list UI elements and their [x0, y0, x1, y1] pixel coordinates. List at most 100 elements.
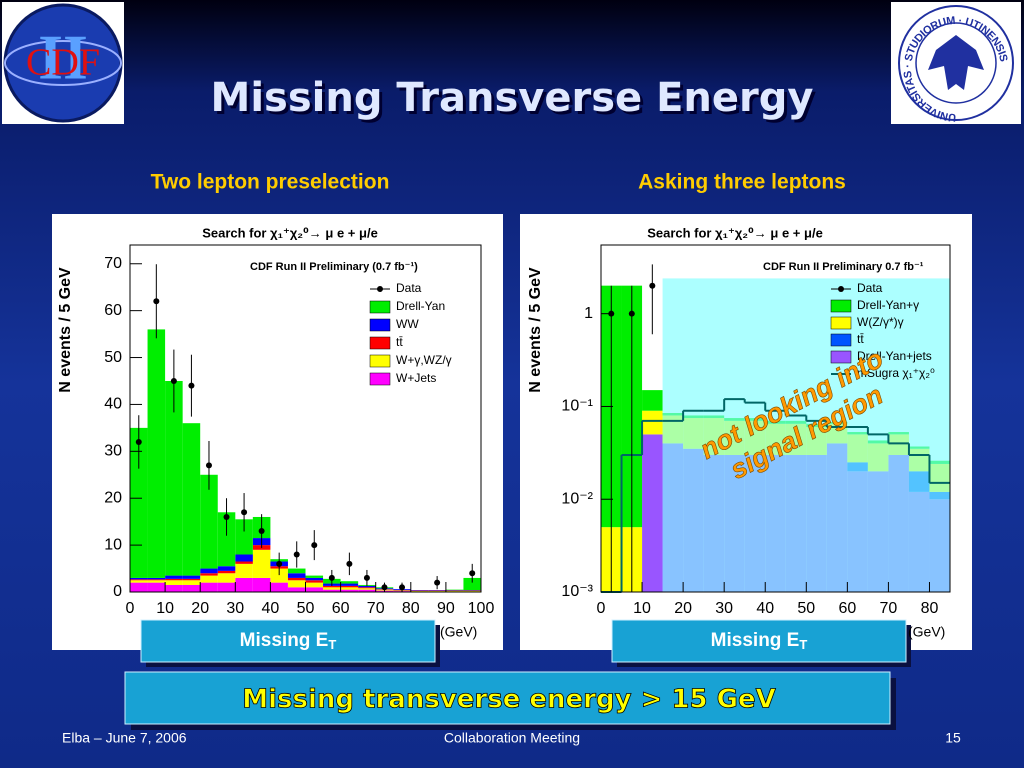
y-tick-label: 1	[584, 305, 593, 322]
data-point	[223, 513, 230, 520]
histogram-bar	[252, 577, 271, 592]
data-point	[205, 462, 212, 469]
histogram-bar	[287, 577, 306, 581]
x-tick-label: 60	[838, 600, 856, 617]
charts: Search for χ₁⁺χ₂⁰→ μ e + μ/e CDF Run II P…	[52, 214, 972, 667]
data-point	[153, 298, 160, 305]
plot-frame	[600, 244, 951, 593]
x-tick-label: 30	[715, 600, 733, 617]
histogram-bar	[147, 577, 166, 580]
legend-label: Drell-Yan+jets	[857, 349, 932, 363]
histogram-bar	[200, 474, 218, 569]
histogram-bar	[287, 573, 306, 578]
histogram-bar	[165, 580, 183, 585]
data-point	[170, 377, 177, 384]
histogram-bar	[358, 587, 376, 589]
histogram-bar	[235, 561, 253, 564]
legend-swatch	[830, 299, 852, 313]
legend-swatch	[369, 336, 391, 350]
x-tick-label: 20	[674, 600, 692, 617]
data-point	[293, 551, 300, 558]
histogram-bar	[217, 512, 236, 567]
histogram-bar	[200, 582, 218, 592]
chart-subtitle: CDF Run II Preliminary (0.7 fb⁻¹)	[250, 261, 418, 273]
histogram-bar	[252, 549, 271, 578]
histogram-bar	[340, 581, 359, 584]
data-point	[328, 574, 335, 581]
legend-label: W+Jets	[396, 371, 436, 385]
data-point	[469, 570, 476, 577]
x-axis-label-sub: T	[328, 637, 336, 652]
legend-label: W(Z/γ*)γ	[857, 315, 904, 329]
x-tick-label: 80	[921, 600, 939, 617]
histogram-bar	[147, 329, 166, 578]
x-tick-label: 20	[191, 600, 209, 617]
data-point	[276, 560, 283, 567]
x-axis-label-sub: T	[799, 637, 807, 652]
legend-label: tt̄	[857, 332, 864, 346]
histogram-bar	[340, 583, 359, 586]
x-tick-label: 60	[332, 600, 350, 617]
y-tick-label: 10⁻³	[561, 583, 593, 600]
panel-heading: Asking three leptons	[638, 171, 846, 194]
y-tick-label: 60	[104, 302, 122, 319]
histogram-bar	[358, 585, 376, 588]
data-point	[628, 310, 635, 317]
histogram-bar	[130, 580, 148, 583]
y-tick-label: 10	[104, 536, 122, 553]
histogram-bar	[165, 578, 183, 581]
histogram-bar	[358, 588, 376, 590]
legend-swatch	[830, 316, 852, 330]
legend-label: mSugra χ₁⁺χ₂⁰	[857, 366, 935, 380]
conclusion: Missing transverse energy > 15 GeV	[242, 685, 776, 715]
histogram-bar	[235, 563, 253, 578]
data-point	[381, 584, 388, 591]
x-tick-label: 0	[126, 600, 135, 617]
x-tick-label: 70	[367, 600, 385, 617]
data-point	[311, 542, 318, 549]
histogram-bar	[165, 575, 183, 579]
title-shadow: Missing Transverse Energy	[214, 78, 817, 124]
histogram-bar	[130, 582, 148, 592]
x-tick-label: 100	[468, 600, 495, 617]
x-tick-label: 90	[437, 600, 455, 617]
chart-subtitle: CDF Run II Preliminary 0.7 fb⁻¹	[763, 261, 924, 273]
histogram-bar	[235, 554, 253, 562]
histogram-bar	[642, 410, 663, 435]
footer-left: Elba – June 7, 2006	[62, 730, 187, 746]
y-axis-label: N events / 5 GeV	[57, 267, 74, 393]
histogram-bar	[235, 519, 253, 555]
legend-swatch	[377, 286, 383, 292]
x-tick-label: 10	[633, 600, 651, 617]
histogram-bar	[182, 578, 201, 581]
histogram-bar	[287, 587, 306, 592]
histogram-bar	[340, 589, 359, 592]
histogram-bar	[217, 582, 236, 592]
footer-center: Collaboration Meeting	[444, 730, 580, 746]
x-tick-label: 0	[597, 600, 606, 617]
highlight-region	[662, 278, 950, 592]
histogram-bar	[182, 575, 201, 579]
histogram-bar	[305, 587, 324, 592]
legend-label: Drell-Yan	[396, 299, 445, 313]
x-tick-label: 10	[156, 600, 174, 617]
histogram-bar	[642, 434, 663, 592]
histogram-bar	[642, 390, 663, 411]
x-axis-unit: (GeV)	[908, 624, 945, 640]
histogram-bar	[182, 584, 201, 592]
y-tick-label: 0	[113, 583, 122, 600]
logo-numeral: II	[38, 22, 88, 93]
x-axis-label: Missing ET	[711, 630, 808, 652]
data-point	[434, 579, 441, 586]
histogram-bar	[287, 580, 306, 588]
histogram-bar	[323, 587, 341, 590]
legend-swatch	[830, 333, 852, 347]
data-point	[346, 560, 353, 567]
legend-swatch	[369, 372, 391, 386]
legend-swatch	[838, 286, 844, 292]
y-tick-label: 40	[104, 396, 122, 413]
y-tick-label: 20	[104, 489, 122, 506]
x-tick-label: 50	[297, 600, 315, 617]
histogram-bar	[130, 579, 148, 581]
legend-label: WW	[396, 317, 419, 331]
